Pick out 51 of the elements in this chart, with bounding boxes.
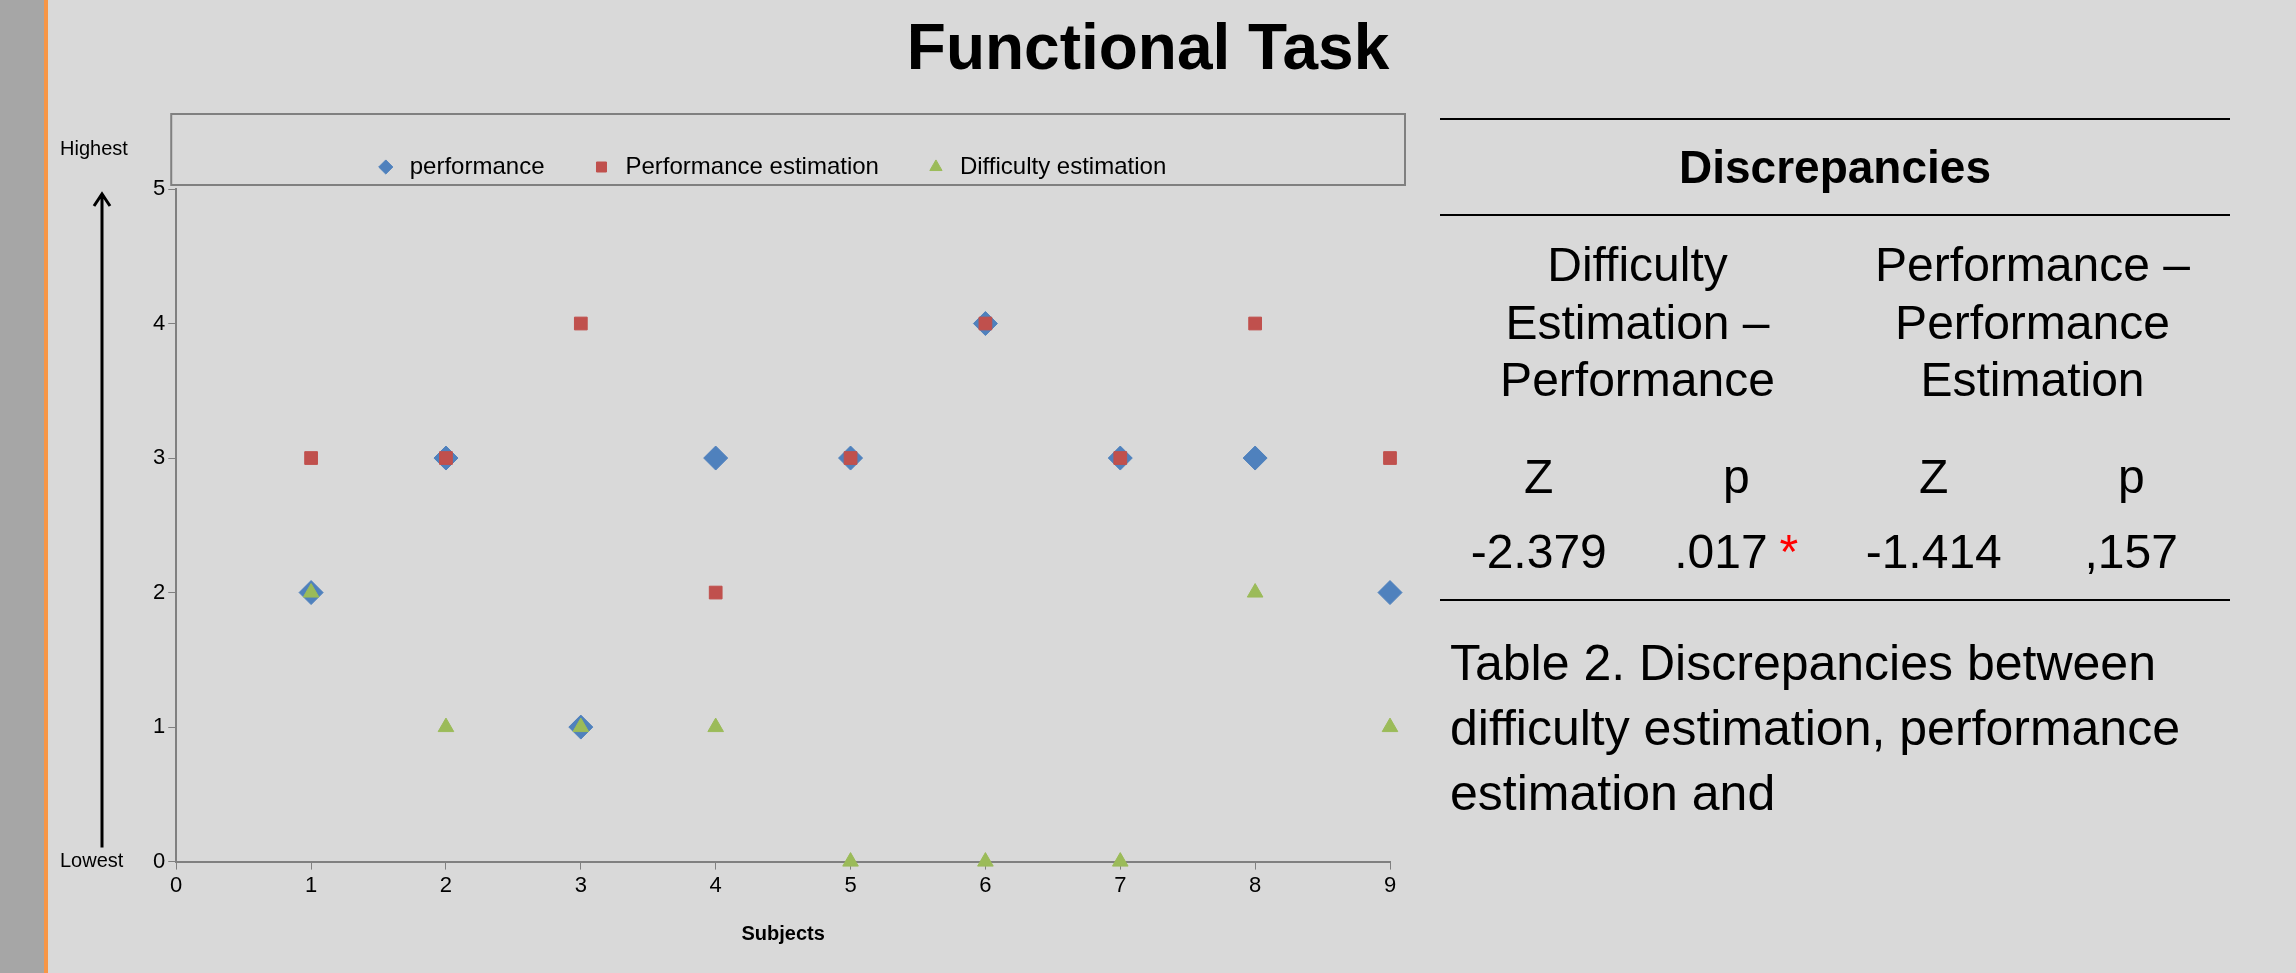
text: -1.414 <box>1864 523 2003 579</box>
text: Discrepancies <box>1440 118 2230 216</box>
text: Performance – Performance Estimation <box>1874 237 2191 409</box>
point <box>977 852 994 867</box>
text: Z <box>1523 448 1555 504</box>
point <box>708 585 723 600</box>
point <box>1383 451 1397 465</box>
text: * <box>1779 523 1799 579</box>
y-tick-label: 1 <box>152 713 166 739</box>
text: .017 <box>1674 523 1768 579</box>
y-tick-label: 0 <box>152 847 166 873</box>
point <box>1377 580 1403 606</box>
y-tick-label: 4 <box>152 309 166 335</box>
x-tick-label: 4 <box>709 871 722 897</box>
chart-title: Functional Task <box>905 10 1391 84</box>
text: p <box>1721 448 1751 504</box>
x-tick-label: 8 <box>1249 871 1262 897</box>
point <box>703 445 729 471</box>
x-tick-label: 2 <box>439 871 453 897</box>
y-tick-label: 3 <box>152 444 166 470</box>
point <box>573 316 588 331</box>
legend-label: Performance estimation <box>625 151 879 179</box>
point <box>842 852 859 867</box>
point <box>707 717 724 733</box>
text: -2.379 <box>1469 523 1608 579</box>
point <box>304 451 318 465</box>
caption: Table 2. Discrepancies between difficulty estimation, performance estimation and <box>1449 633 2181 823</box>
x-tick-label: 9 <box>1383 871 1397 897</box>
point <box>1248 316 1262 331</box>
point <box>1242 445 1268 471</box>
text: Lowest <box>60 849 124 872</box>
text: Difficulty Estimation – Performance <box>1499 237 1776 409</box>
point <box>1246 583 1264 598</box>
point <box>1111 852 1129 867</box>
x-tick-label: 5 <box>844 871 857 897</box>
text: ,157 <box>2083 523 2179 579</box>
point <box>1381 717 1399 733</box>
x-tick-label: 6 <box>979 871 992 897</box>
text: Highest <box>60 137 129 160</box>
x-tick-label: 3 <box>574 871 587 897</box>
x-tick-label: 0 <box>170 871 183 897</box>
text: Z <box>1918 448 1950 504</box>
y-tick-label: 5 <box>152 175 166 201</box>
y-tick-label: 2 <box>152 578 166 604</box>
x-axis-title: Subjects <box>741 921 825 944</box>
text: p <box>2116 448 2146 504</box>
point <box>437 717 455 733</box>
x-tick-label: 7 <box>1114 871 1127 897</box>
legend-label: Difficulty estimation <box>959 151 1167 179</box>
x-tick-label: 1 <box>304 871 318 897</box>
legend-label: performance <box>409 151 545 179</box>
